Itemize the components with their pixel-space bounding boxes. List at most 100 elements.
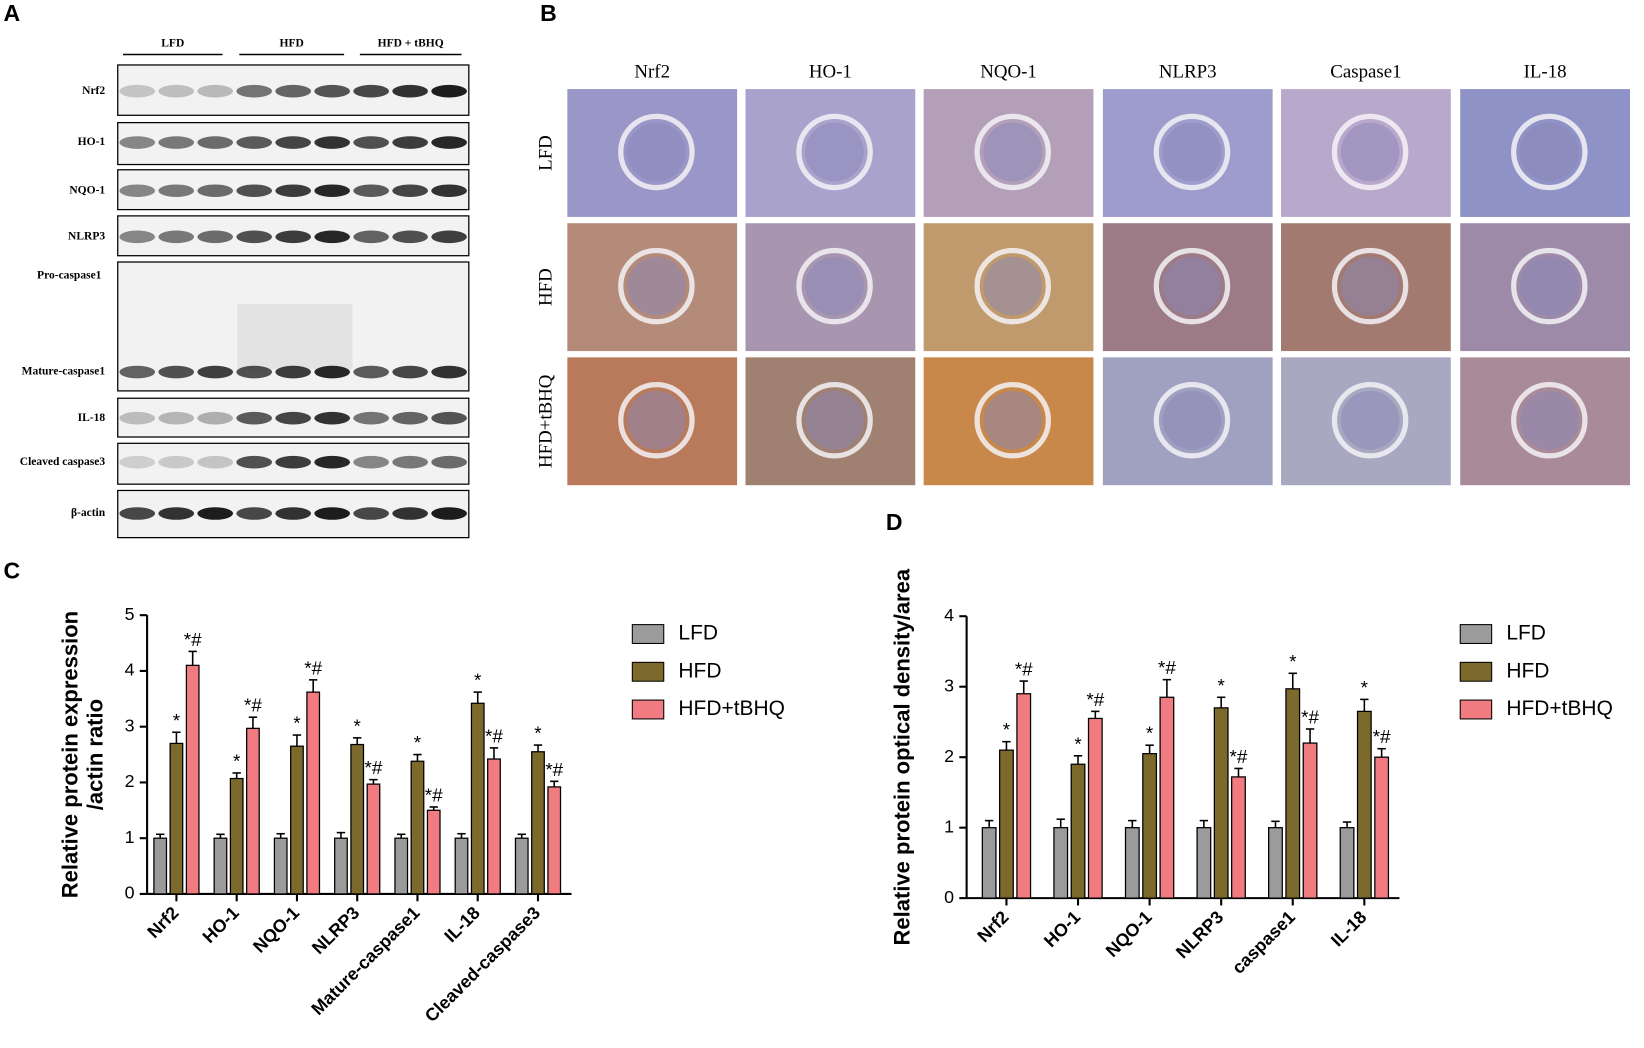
blot-band [392, 136, 428, 149]
glomerulus-core [1162, 122, 1222, 182]
legend-label: LFD [1506, 622, 1546, 645]
blot-band [275, 230, 311, 244]
blot-band [236, 136, 273, 149]
significance-mark: * [293, 713, 301, 734]
blot-band [158, 230, 195, 244]
glomerulus-core [627, 122, 686, 182]
bar [229, 777, 244, 895]
glomerulus [1331, 113, 1409, 191]
blot-band [392, 411, 428, 425]
blot-band [314, 84, 350, 98]
x-tick-label: NQO-1 [249, 903, 303, 957]
bar [1142, 753, 1158, 899]
blot-band [353, 136, 389, 149]
glomerulus [1331, 381, 1409, 459]
bar [394, 837, 409, 895]
blot-band [119, 136, 156, 149]
blot-band [236, 507, 273, 520]
histology-column-label: HO-1 [809, 62, 852, 83]
bar [1302, 742, 1318, 899]
bar [981, 827, 997, 899]
blot-band [392, 507, 428, 520]
legend-label: HFD [678, 659, 721, 682]
glomerulus [618, 381, 695, 459]
glomerulus-core [1340, 122, 1400, 182]
blot-band [353, 365, 389, 379]
glomerulus [1331, 247, 1409, 325]
blot-band [353, 84, 389, 98]
y-axis-label: Relative protein expression [57, 611, 82, 898]
blot-band [158, 455, 195, 469]
significance-mark: *# [365, 757, 383, 778]
significance-mark: * [233, 750, 241, 771]
x-tick-label: IL-18 [1327, 907, 1371, 951]
blot-band [197, 507, 234, 520]
blot-band [275, 184, 311, 198]
significance-mark: * [1003, 719, 1011, 740]
blot-row-label: Mature-caspase1 [22, 366, 106, 378]
significance-mark: *# [1015, 659, 1033, 680]
blot-band [197, 230, 234, 244]
blot-row-label: Pro-caspase1 [37, 269, 102, 281]
significance-mark: * [534, 723, 542, 744]
blot-band [197, 136, 234, 149]
bar [514, 837, 529, 895]
blot-band [158, 136, 195, 149]
x-tick-label: Nrf2 [973, 907, 1012, 946]
blot-row-label: Nrf2 [82, 85, 105, 97]
blot-band [353, 507, 389, 520]
histology-column-label: IL-18 [1524, 62, 1567, 83]
significance-mark: *# [184, 629, 202, 650]
glomerulus-core [1519, 122, 1579, 182]
significance-mark: * [1218, 675, 1226, 696]
glomerulus [796, 381, 873, 459]
bar [169, 742, 184, 895]
glomerulus [1511, 381, 1588, 459]
bar [153, 837, 168, 895]
y-tick-label: 4 [125, 660, 135, 680]
glomerulus [974, 113, 1051, 191]
x-tick-label: IL-18 [440, 903, 484, 947]
bar [1124, 827, 1140, 899]
glomerulus-core [627, 390, 686, 450]
x-tick-label: HO-1 [199, 903, 243, 947]
blot-band [119, 411, 156, 425]
bar [1053, 827, 1069, 899]
blot-group-label: LFD [161, 38, 184, 50]
histology-column-label: Nrf2 [634, 62, 670, 83]
panel-letter: B [540, 0, 557, 26]
legend-swatch [631, 624, 665, 644]
x-tick-label: NQO-1 [1102, 907, 1156, 961]
bar [366, 783, 381, 895]
blot-band [392, 365, 428, 379]
significance-mark: * [173, 710, 181, 731]
blot-band [197, 84, 234, 98]
blot-band [431, 411, 467, 425]
bar [487, 758, 501, 895]
blot-band [275, 84, 311, 98]
bar [410, 760, 425, 895]
x-tick-label: NLRP3 [1172, 907, 1227, 962]
legend-swatch [1459, 699, 1493, 720]
blot-band [158, 184, 195, 198]
glomerulus [1511, 113, 1588, 191]
blot-band [353, 455, 389, 469]
blot-row-label: NQO-1 [69, 184, 105, 196]
blot-band [158, 507, 195, 520]
significance-mark: * [474, 670, 482, 691]
glomerulus-core [983, 256, 1043, 316]
blot-band [236, 84, 273, 98]
bar [426, 809, 441, 895]
blot-band [353, 230, 389, 244]
bar [1285, 688, 1301, 899]
blot-band [275, 411, 311, 425]
x-tick-label: Cleaved-caspase3 [421, 903, 544, 1026]
bar [306, 691, 321, 895]
glomerulus [1153, 247, 1231, 325]
legend-label: HFD+tBHQ [1506, 697, 1613, 720]
bar [290, 745, 304, 895]
blot-band [431, 136, 467, 149]
legend-label: LFD [678, 622, 718, 645]
significance-mark: *# [1086, 689, 1104, 710]
